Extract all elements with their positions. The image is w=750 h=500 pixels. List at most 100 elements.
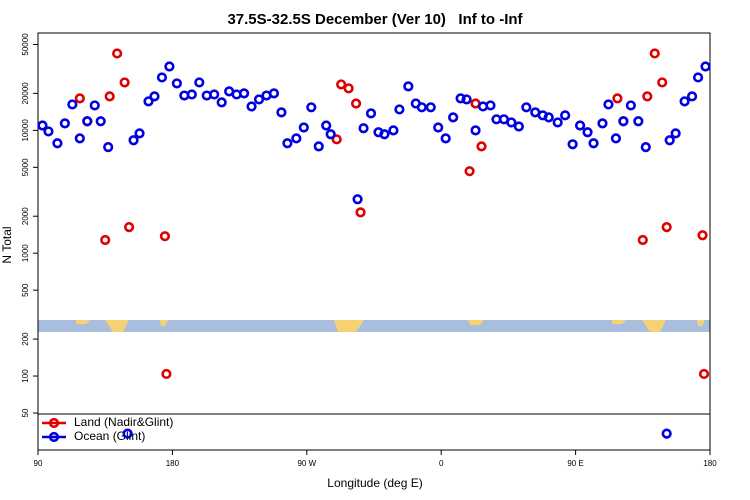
- point: [321, 120, 332, 131]
- point: [343, 83, 354, 94]
- x-tick-label: 90 E: [567, 459, 583, 468]
- point: [164, 61, 175, 72]
- point: [246, 101, 257, 112]
- point: [661, 428, 672, 439]
- point: [388, 125, 399, 136]
- chart-title: 37.5S-32.5S December (Ver 10) Inf to -In…: [227, 11, 523, 28]
- point: [697, 230, 708, 241]
- point: [209, 89, 220, 100]
- point: [637, 234, 648, 246]
- point: [119, 77, 130, 88]
- point: [560, 110, 571, 121]
- point: [95, 116, 106, 127]
- point: [216, 97, 227, 108]
- point: [159, 231, 171, 242]
- point: [506, 117, 517, 128]
- point: [416, 102, 427, 113]
- x-tick-label: 90: [34, 459, 43, 468]
- point: [618, 116, 629, 127]
- y-tick-label: 50: [21, 408, 30, 417]
- point: [194, 77, 205, 88]
- point: [521, 102, 532, 113]
- point: [582, 127, 593, 138]
- point: [104, 91, 115, 102]
- point: [37, 120, 48, 131]
- x-axis-label: Longitude (deg E): [327, 476, 422, 490]
- point: [588, 138, 599, 149]
- x-tick-label: 180: [703, 459, 717, 468]
- y-tick-label: 2000: [21, 207, 30, 225]
- map-strip: [38, 320, 710, 332]
- point: [633, 116, 644, 127]
- point: [59, 118, 70, 129]
- x-tick-label: 180: [166, 459, 180, 468]
- point: [171, 78, 182, 89]
- y-tick-label: 1000: [21, 244, 30, 262]
- y-tick-label: 200: [21, 332, 30, 346]
- point: [149, 91, 160, 102]
- point: [640, 142, 651, 153]
- x-tick-label: 0: [439, 459, 444, 468]
- point: [612, 93, 623, 104]
- point: [350, 98, 362, 109]
- point: [552, 117, 563, 128]
- point: [476, 141, 487, 152]
- point: [485, 100, 496, 111]
- point: [679, 96, 690, 107]
- point: [686, 91, 698, 102]
- point: [282, 138, 293, 149]
- point: [122, 428, 133, 439]
- point: [355, 207, 366, 218]
- point: [331, 134, 342, 145]
- point: [268, 88, 280, 99]
- point: [143, 96, 154, 107]
- point: [448, 112, 459, 123]
- point: [156, 72, 168, 83]
- point: [313, 141, 324, 152]
- legend-label: Land (Nadir&Glint): [74, 415, 173, 429]
- point: [276, 107, 287, 118]
- point: [543, 112, 554, 123]
- point: [325, 129, 336, 140]
- plot-frame: [37, 32, 711, 451]
- point: [186, 89, 197, 100]
- point: [89, 100, 100, 111]
- point: [625, 100, 636, 111]
- point: [433, 122, 444, 133]
- point: [352, 194, 363, 205]
- point: [298, 122, 309, 133]
- point: [358, 123, 369, 134]
- point: [574, 120, 586, 131]
- point: [103, 142, 114, 153]
- point: [112, 48, 123, 59]
- y-tick-label: 100: [21, 369, 30, 383]
- point: [455, 93, 466, 104]
- point: [567, 139, 578, 150]
- point: [306, 102, 317, 113]
- legend: Land (Nadir&Glint)Ocean (Glint): [38, 413, 710, 443]
- point: [692, 72, 704, 83]
- point: [43, 126, 54, 137]
- point: [670, 128, 681, 139]
- legend-marker: [48, 431, 60, 443]
- point: [100, 234, 111, 246]
- point: [123, 222, 135, 233]
- point: [403, 81, 414, 92]
- legend-label: Ocean (Glint): [74, 429, 145, 443]
- point: [464, 166, 475, 177]
- point: [379, 129, 390, 140]
- point: [74, 93, 85, 104]
- y-tick-label: 50000: [21, 33, 30, 56]
- point: [661, 222, 672, 233]
- point: [649, 48, 660, 59]
- point: [597, 118, 608, 129]
- point: [440, 133, 451, 144]
- y-tick-label: 10000: [21, 119, 30, 142]
- x-tick-label: 90 W: [297, 459, 316, 468]
- point: [74, 133, 85, 144]
- point: [664, 135, 675, 146]
- y-tick-label: 20000: [21, 82, 30, 105]
- point: [365, 108, 377, 119]
- point: [128, 135, 139, 146]
